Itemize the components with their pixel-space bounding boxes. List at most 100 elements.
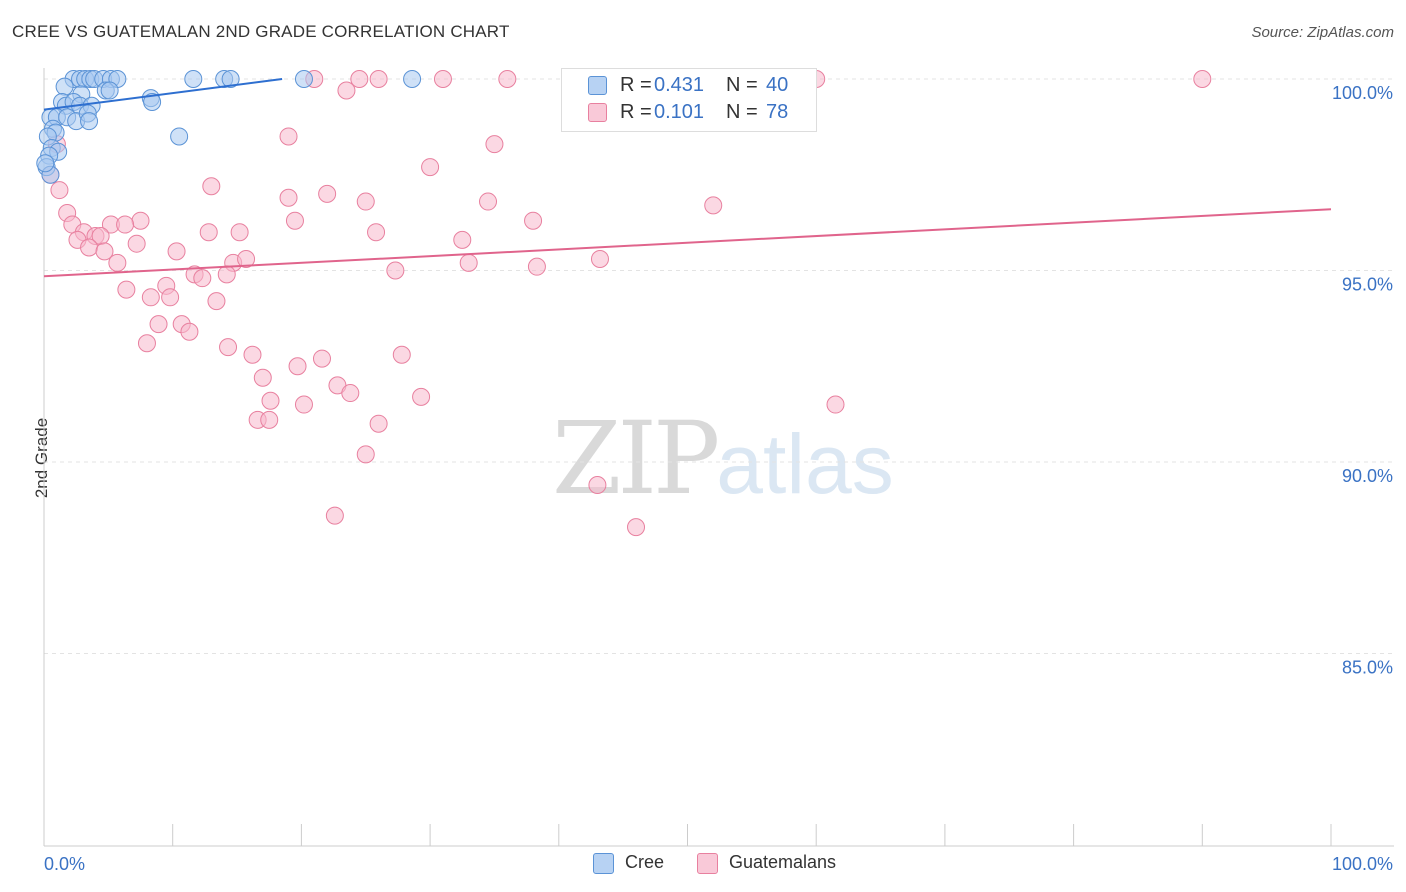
guatemalans-point [243, 345, 262, 364]
guatemalans-point [312, 349, 331, 368]
guatemalans-point [202, 177, 221, 196]
cree-r-key: R = [620, 74, 652, 96]
guatemalans-point [294, 395, 313, 414]
source-label: Source: ZipAtlas.com [1251, 24, 1394, 41]
guatemalans-point [149, 315, 168, 334]
legend-cree-label: Cree [625, 852, 665, 872]
guatemalans-point [367, 223, 386, 242]
guatemalans-n-value: 78 [766, 101, 789, 123]
guatemalans-point [337, 81, 356, 100]
guatemalans-point [459, 253, 478, 272]
guatemalans-point [108, 253, 127, 272]
guatemalans-point [826, 395, 845, 414]
guatemalans-r-key: R = [620, 101, 652, 123]
guatemalans-point [453, 230, 472, 249]
guatemalans-point [1193, 70, 1212, 88]
guatemalans-trend-line [43, 208, 1332, 278]
guatemalans-point [167, 242, 186, 261]
cree-point [294, 70, 313, 88]
guatemalans-point [588, 475, 607, 494]
axes [43, 68, 1394, 847]
cree-point [55, 77, 74, 96]
cree-point [80, 112, 99, 131]
guatemalans-point [288, 357, 307, 376]
chart-title: CREE VS GUATEMALAN 2ND GRADE CORRELATION… [12, 22, 510, 41]
legend-guatemalans-label: Guatemalans [729, 852, 837, 872]
cree-point [221, 70, 240, 88]
cree-point [100, 81, 119, 100]
legend-guatemalans-swatch [697, 853, 718, 874]
legend-cree-swatch [593, 853, 614, 874]
guatemalans-point [117, 280, 136, 299]
guatemalans-point [285, 211, 304, 230]
guatemalans-point [318, 184, 337, 203]
cree-point [403, 70, 422, 88]
cree-point [36, 154, 55, 173]
guatemalans-point [237, 250, 256, 269]
guatemalans-point [356, 192, 375, 211]
guatemalans-point [498, 70, 517, 88]
stats-row-guatemalans: R = 0.101 N = 78 [562, 101, 816, 127]
guatemalans-point [137, 334, 156, 353]
guatemalans-point [260, 410, 279, 429]
y-tick-label: 85.0% [1342, 658, 1393, 678]
guatemalans-r-value: 0.101 [654, 101, 705, 123]
guatemalans-point [207, 292, 226, 311]
guatemalans-point [279, 127, 298, 146]
cree-r-value: 0.431 [654, 74, 705, 96]
guatemalans-point [131, 211, 150, 230]
guatemalans-swatch [588, 103, 607, 122]
guatemalans-point [412, 387, 431, 406]
x-tick-label-min: 0.0% [44, 854, 85, 874]
guatemalans-point [590, 250, 609, 269]
guatemalans-point [479, 192, 498, 211]
guatemalans-point [141, 288, 160, 307]
guatemalans-point [279, 188, 298, 207]
stats-row-cree: R = 0.431 N = 40 [562, 74, 816, 100]
guatemalans-point [527, 257, 546, 276]
guatemalans-point [127, 234, 146, 253]
guatemalans-point [325, 506, 344, 525]
cree-point [143, 92, 162, 111]
y-tick-label: 95.0% [1342, 275, 1393, 295]
guatemalans-point [524, 211, 543, 230]
cree-point [170, 127, 189, 146]
guatemalans-point [95, 242, 114, 261]
guatemalans-point [704, 196, 723, 215]
guatemalans-point [80, 238, 99, 257]
tick-labels: 85.0% 90.0% 95.0% 100.0% 0.0% 100.0% [44, 83, 1393, 874]
guatemalans-point [369, 414, 388, 433]
guatemalans-point [217, 265, 236, 284]
guatemalans-point [341, 384, 360, 403]
cree-points [36, 70, 422, 184]
guatemalans-point [161, 288, 180, 307]
guatemalans-point [356, 445, 375, 464]
guatemalans-point [50, 181, 69, 200]
cree-point [184, 70, 203, 88]
guatemalans-point [421, 158, 440, 177]
guatemalans-point [433, 70, 452, 88]
guatemalans-n-key: N = [726, 101, 758, 123]
cree-swatch [588, 76, 607, 95]
x-tick-label-max: 100.0% [1332, 854, 1393, 874]
guatemalans-point [369, 70, 388, 88]
guatemalans-point [199, 223, 218, 242]
trend-lines [43, 78, 1332, 278]
cree-trend-line [43, 78, 283, 111]
guatemalans-point [193, 269, 212, 288]
y-tick-label: 100.0% [1332, 83, 1393, 103]
cree-n-value: 40 [766, 74, 789, 96]
guatemalans-point [485, 135, 504, 154]
guatemalans-point [261, 391, 280, 410]
guatemalans-point [180, 322, 199, 341]
guatemalans-point [219, 338, 238, 357]
stats-box: R = 0.431 N = 40 R = 0.101 N = 78 [561, 68, 817, 132]
cree-n-key: N = [726, 74, 758, 96]
guatemalans-point [627, 518, 646, 537]
guatemalans-point [350, 70, 369, 88]
gridlines [44, 78, 1394, 654]
guatemalans-point [392, 345, 411, 364]
y-tick-label: 90.0% [1342, 466, 1393, 486]
guatemalans-point [116, 215, 135, 234]
